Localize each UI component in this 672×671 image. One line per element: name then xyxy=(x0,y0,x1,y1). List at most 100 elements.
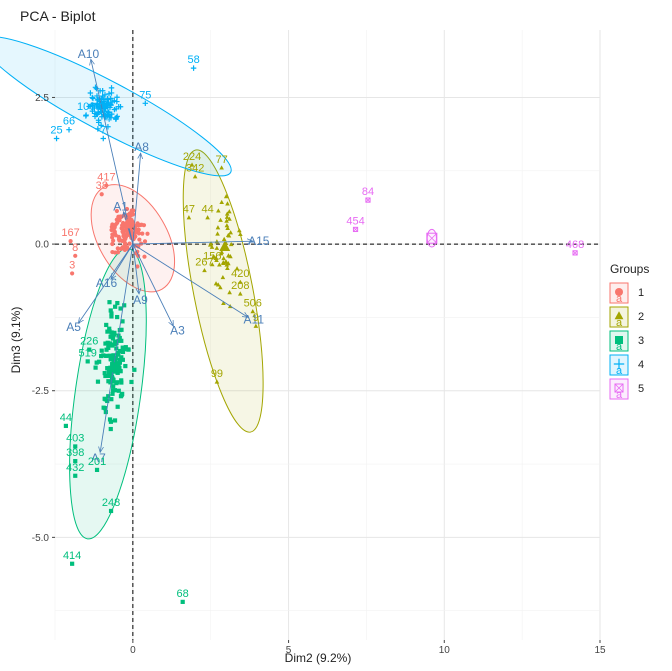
point-group-4 xyxy=(95,126,101,132)
point-group-1 xyxy=(117,236,122,241)
point-group-3 xyxy=(122,303,127,308)
point-label-25: 25 xyxy=(50,125,62,137)
point-group-2 xyxy=(208,241,214,246)
point-group-2 xyxy=(221,255,226,261)
point-label-4: 4 xyxy=(105,113,111,125)
point-label-342: 342 xyxy=(186,163,204,175)
point-group-4 xyxy=(86,103,92,110)
point-group-3 xyxy=(109,311,114,316)
point-468 xyxy=(572,250,578,256)
point-group-1 xyxy=(118,246,124,251)
point-label-398: 398 xyxy=(66,447,84,459)
arrow-A9 xyxy=(132,244,139,294)
arrow-A3 xyxy=(132,243,173,326)
point-group-4 xyxy=(108,90,115,96)
point-group-1 xyxy=(110,222,115,227)
point-group-1 xyxy=(135,264,140,269)
point-label-77: 77 xyxy=(215,154,227,166)
point-group-3 xyxy=(129,379,134,385)
point-group-3 xyxy=(119,380,124,385)
point-226 xyxy=(87,347,92,352)
point-group-3 xyxy=(110,343,115,348)
point-group-1 xyxy=(141,223,147,228)
group-centroids xyxy=(90,96,438,373)
point-group-3 xyxy=(120,349,126,355)
point-group-3 xyxy=(108,426,113,432)
point-468 xyxy=(572,250,578,256)
point-group-4 xyxy=(87,90,94,96)
point-group-3 xyxy=(109,397,114,402)
centroid-group-3 xyxy=(110,362,121,373)
point-group-3 xyxy=(119,355,124,360)
arrow-label-A16: A16 xyxy=(96,276,118,290)
point-group-1 xyxy=(115,246,120,251)
point-group-3 xyxy=(112,418,118,423)
arrow-A5 xyxy=(78,243,134,323)
x-tick-label: 15 xyxy=(594,645,606,656)
point-group-3 xyxy=(105,340,110,345)
point-group-3 xyxy=(115,404,120,409)
point-44 xyxy=(205,215,210,220)
point-519 xyxy=(85,359,90,364)
point-group-2 xyxy=(215,282,221,287)
centroid-group-4 xyxy=(90,96,104,110)
point-group-3 xyxy=(120,345,125,350)
centroid-group-1 xyxy=(124,218,135,229)
x-tick-label: 5 xyxy=(286,645,292,656)
point-group-2 xyxy=(225,225,230,230)
point-group-3 xyxy=(94,360,99,365)
point-group-1 xyxy=(129,208,134,213)
point-208 xyxy=(237,291,243,296)
point-label-506: 506 xyxy=(244,298,262,310)
point-group-2 xyxy=(214,245,220,250)
point-label-66: 66 xyxy=(63,116,75,128)
point-group-2 xyxy=(218,285,223,290)
point-75 xyxy=(142,100,149,107)
point-group-2 xyxy=(227,216,232,221)
centroid-group-5 xyxy=(426,232,438,244)
point-454 xyxy=(352,226,359,233)
legend-marker-2 xyxy=(614,311,624,320)
point-group-3 xyxy=(120,319,125,324)
point-group-2 xyxy=(225,201,230,206)
point-group-3 xyxy=(112,330,117,335)
centroid-group-5 xyxy=(426,232,438,244)
point-group-3 xyxy=(108,419,114,424)
y-tick-label: -2.5 xyxy=(32,386,50,397)
point-group-3 xyxy=(93,365,98,370)
point-group-1 xyxy=(124,206,130,212)
point-8 xyxy=(73,253,78,258)
point-group-3 xyxy=(95,379,101,384)
point-group-2 xyxy=(234,266,240,271)
point-group-3 xyxy=(103,341,108,346)
point-group-3 xyxy=(107,369,112,375)
point-432 xyxy=(73,473,78,478)
point-group-1 xyxy=(110,235,115,240)
point-7 xyxy=(100,135,107,142)
point-label-468: 468 xyxy=(566,239,584,251)
legend-marker-1 xyxy=(615,288,623,296)
point-201 xyxy=(94,467,100,473)
point-44 xyxy=(63,423,68,429)
point-group-2 xyxy=(226,253,231,258)
point-group-3 xyxy=(115,300,120,306)
point-group-2 xyxy=(224,214,230,219)
point-label-47: 47 xyxy=(183,204,195,216)
point-group-2 xyxy=(223,194,229,199)
point-403 xyxy=(73,444,78,449)
point-label-201: 201 xyxy=(88,456,106,468)
point-group-2 xyxy=(218,217,223,222)
point-342 xyxy=(192,174,198,179)
point-label-3: 3 xyxy=(69,259,75,271)
point-group-2 xyxy=(237,228,242,233)
point-454 xyxy=(353,227,358,232)
y-tick-label: 0.0 xyxy=(35,240,49,251)
point-label-454: 454 xyxy=(346,215,364,227)
point-group-4 xyxy=(111,98,118,104)
point-group-2 xyxy=(227,209,232,214)
point-group-1 xyxy=(110,241,115,247)
point-group-3 xyxy=(113,304,118,309)
point-group-3 xyxy=(116,338,121,343)
point-group-1 xyxy=(145,231,150,236)
point-label-432: 432 xyxy=(66,462,84,474)
